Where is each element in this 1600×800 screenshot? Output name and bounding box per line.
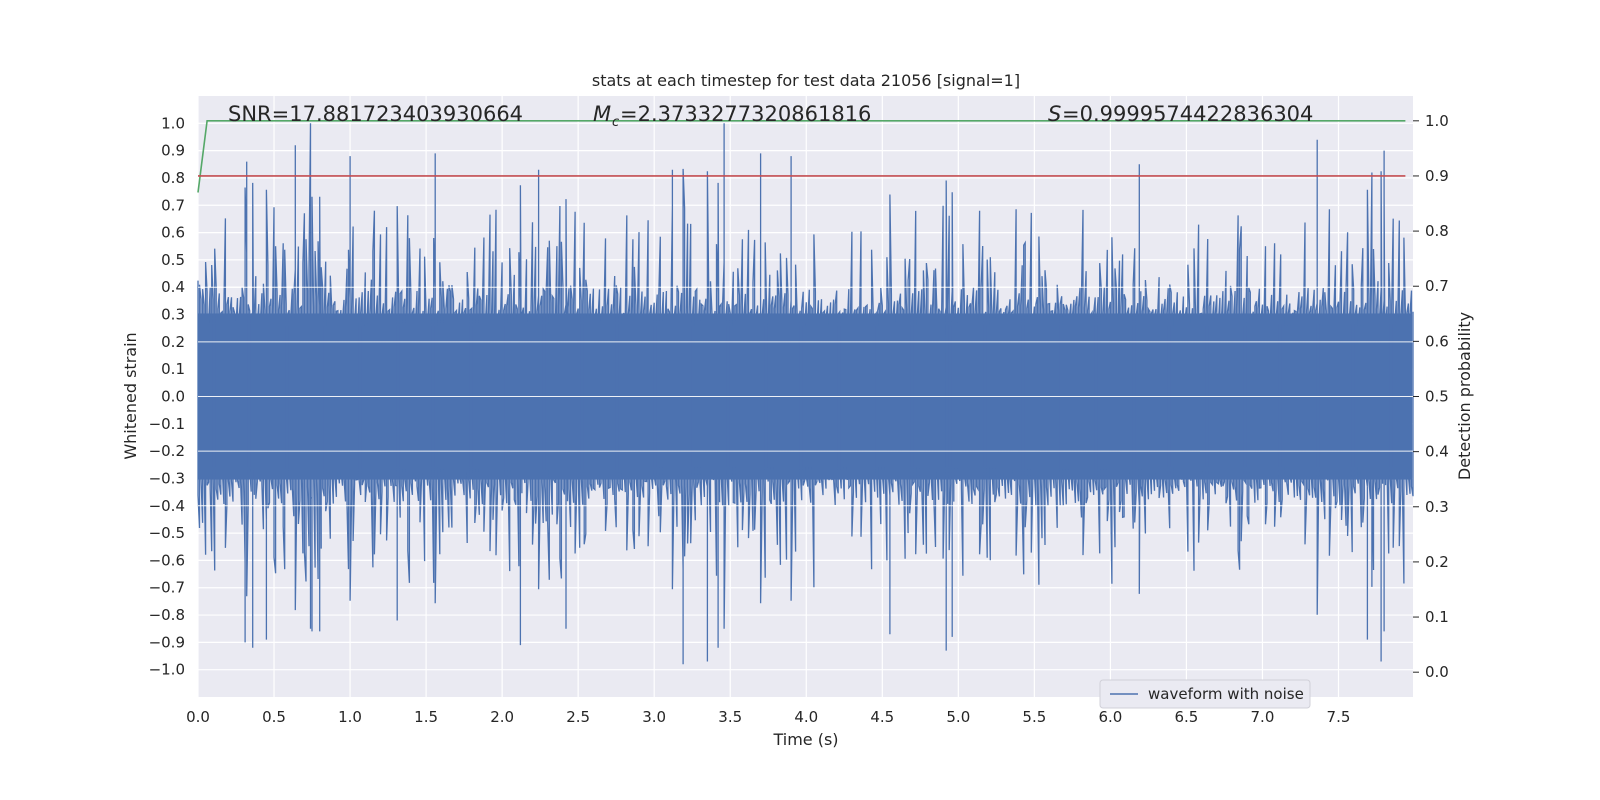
y-tick-label: −1.0 (149, 661, 185, 679)
x-tick-label: 0.0 (186, 708, 210, 726)
x-tick-label: 3.5 (718, 708, 742, 726)
y-tick-label: −0.3 (149, 469, 185, 487)
y2-axis-label: Detection probability (1455, 312, 1474, 480)
x-tick-label: 6.0 (1098, 708, 1122, 726)
x-tick-label: 5.0 (946, 708, 970, 726)
y2-axis-ticks: 1.0 0.9 0.8 0.7 0.6 0.5 0.4 0.3 0.2 0.1 0.0 (1413, 112, 1449, 681)
y-tick-label: 0.5 (161, 251, 185, 269)
legend-label: waveform with noise (1148, 685, 1304, 703)
y-tick-label: 0.1 (161, 360, 185, 378)
svg-text:S: S (1048, 102, 1061, 126)
y-tick-label: 1.0 (161, 114, 185, 132)
y2-tick-label: 0.3 (1425, 498, 1449, 516)
x-axis-label: Time (s) (772, 730, 838, 749)
x-tick-label: 2.5 (566, 708, 590, 726)
y-tick-label: −0.5 (149, 524, 185, 542)
svg-text:c: c (612, 115, 619, 130)
s-annotation-value: =0.9999574422836304 (1062, 102, 1313, 126)
y2-tick-label: 0.4 (1425, 443, 1449, 461)
x-tick-label: 7.0 (1251, 708, 1275, 726)
probability-series (197, 120, 1406, 193)
x-tick-label: 1.0 (338, 708, 362, 726)
y-tick-label: 0.8 (161, 169, 185, 187)
x-tick-label: 7.5 (1327, 708, 1351, 726)
y-tick-label: −0.1 (149, 415, 185, 433)
x-axis-ticks: 0.0 0.5 1.0 1.5 2.0 2.5 3.0 3.5 4.0 4.5 5.0 5.5 6.0 6… (186, 708, 1350, 726)
y-tick-label: −0.9 (149, 633, 185, 651)
x-tick-label: 0.5 (262, 708, 286, 726)
s-annotation: S =0.9999574422836304 (1048, 102, 1313, 126)
y-tick-label: −0.7 (149, 579, 185, 597)
y-tick-label: −0.8 (149, 606, 185, 624)
y2-tick-label: 0.8 (1425, 222, 1449, 240)
y-tick-label: 0.0 (161, 388, 185, 406)
y2-tick-label: 0.7 (1425, 277, 1449, 295)
y-axis-label: Whitened strain (121, 332, 140, 459)
detection-probability-line (197, 120, 1406, 193)
y-axis-ticks: 1.0 0.9 0.8 0.7 0.6 0.5 0.4 0.3 0.2 0.1 0.0 −0.1 −0.… (149, 114, 185, 678)
chart-title: stats at each timestep for test data 210… (592, 71, 1020, 90)
mc-annotation: M c =2.3733277320861816 (593, 102, 871, 130)
y-tick-label: −0.6 (149, 551, 185, 569)
y2-tick-label: 0.5 (1425, 388, 1449, 406)
x-tick-label: 2.0 (490, 708, 514, 726)
x-tick-label: 4.0 (794, 708, 818, 726)
waveform-line (197, 123, 1414, 665)
waveform-with-noise-series (197, 123, 1414, 665)
y-tick-label: 0.4 (161, 278, 185, 296)
x-tick-label: 4.5 (870, 708, 894, 726)
x-tick-label: 5.5 (1022, 708, 1046, 726)
y2-tick-label: 0.1 (1425, 608, 1449, 626)
y-tick-label: 0.9 (161, 142, 185, 160)
y2-tick-label: 1.0 (1425, 112, 1449, 130)
y-tick-label: 0.6 (161, 224, 185, 242)
snr-annotation: SNR=17.881723403930664 (228, 102, 523, 126)
x-tick-label: 3.0 (642, 708, 666, 726)
y2-tick-label: 0.0 (1425, 663, 1449, 681)
y2-tick-label: 0.6 (1425, 332, 1449, 350)
y-tick-label: 0.7 (161, 196, 185, 214)
y-tick-label: 0.3 (161, 306, 185, 324)
y-tick-label: −0.4 (149, 497, 185, 515)
x-tick-label: 6.5 (1174, 708, 1198, 726)
legend: waveform with noise (1099, 679, 1311, 709)
svg-text:M: M (593, 102, 611, 126)
y-tick-label: −0.2 (149, 442, 185, 460)
y-tick-label: 0.2 (161, 333, 185, 351)
mc-annotation-value: =2.3733277320861816 (620, 102, 871, 126)
y2-tick-label: 0.9 (1425, 167, 1449, 185)
x-tick-label: 1.5 (414, 708, 438, 726)
y2-tick-label: 0.2 (1425, 553, 1449, 571)
legend-box (1099, 679, 1311, 709)
